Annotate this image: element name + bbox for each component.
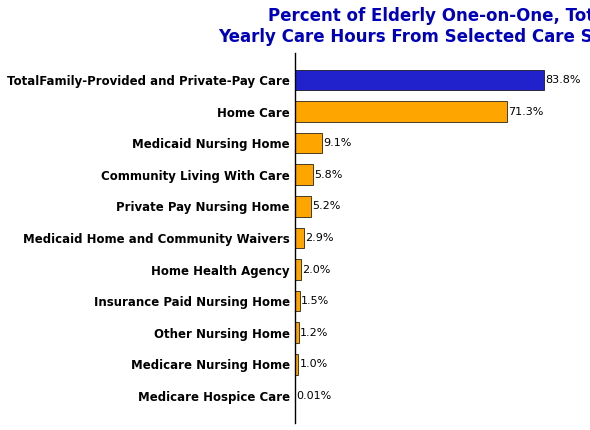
Bar: [296, 101, 507, 122]
Bar: [296, 354, 299, 375]
Text: 1.2%: 1.2%: [300, 328, 329, 338]
Bar: [296, 133, 322, 154]
Text: 1.5%: 1.5%: [301, 296, 329, 306]
Text: 0.01%: 0.01%: [297, 391, 332, 401]
Text: 83.8%: 83.8%: [545, 75, 581, 85]
Bar: [296, 70, 544, 90]
Bar: [296, 165, 313, 185]
Text: 9.1%: 9.1%: [323, 138, 352, 148]
Bar: [296, 291, 300, 311]
Bar: [296, 228, 304, 248]
Text: 71.3%: 71.3%: [508, 107, 543, 117]
Text: 5.8%: 5.8%: [314, 170, 342, 180]
Bar: [296, 322, 299, 343]
Bar: [296, 196, 311, 217]
Text: 2.9%: 2.9%: [305, 233, 334, 243]
Text: 1.0%: 1.0%: [300, 359, 328, 369]
Bar: [296, 259, 301, 280]
Text: 2.0%: 2.0%: [303, 264, 331, 275]
Title: Percent of Elderly One-on-One, Total
Yearly Care Hours From Selected Care System: Percent of Elderly One-on-One, Total Yea…: [218, 7, 590, 46]
Text: 5.2%: 5.2%: [312, 201, 340, 212]
